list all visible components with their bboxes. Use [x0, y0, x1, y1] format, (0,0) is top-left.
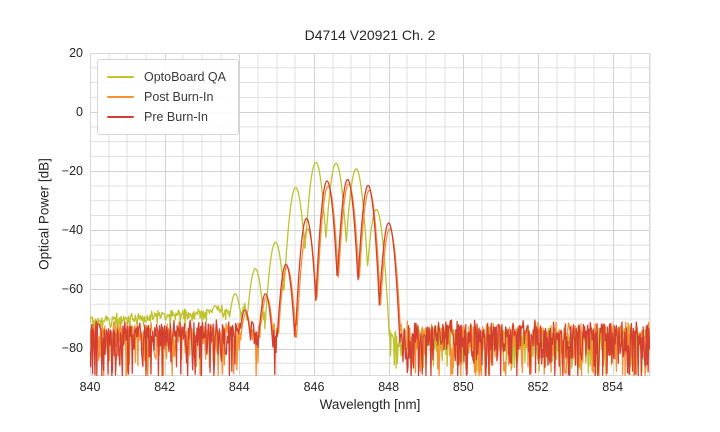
legend-item: Post Burn-In [107, 87, 226, 107]
x-axis-label: Wavelength [nm] [319, 397, 421, 412]
x-tick-label: 852 [527, 380, 549, 394]
y-tick-label: −20 [61, 163, 83, 178]
legend: OptoBoard QA Post Burn-In Pre Burn-In [97, 59, 239, 135]
y-tick-label: −60 [61, 281, 83, 296]
legend-line-swatch [107, 75, 134, 79]
x-tick-label: 844 [228, 380, 250, 394]
plot-border [90, 53, 650, 376]
y-tick-label: 20 [69, 45, 83, 60]
x-tick-label: 840 [79, 380, 101, 394]
x-tick-label: 846 [303, 380, 325, 394]
x-tick-label: 850 [452, 380, 474, 394]
series-line-pre-burn-in [90, 178, 650, 376]
y-tick-label: −80 [61, 341, 83, 356]
legend-item: Pre Burn-In [107, 107, 226, 127]
legend-line-swatch [107, 95, 134, 99]
x-tick-label: 848 [378, 380, 400, 394]
y-tick-label: −40 [61, 222, 83, 237]
x-tick-label: 842 [154, 380, 176, 394]
y-tick-label: 0 [76, 104, 83, 119]
legend-label: Post Burn-In [144, 90, 214, 104]
legend-label: OptoBoard QA [144, 70, 226, 84]
legend-label: Pre Burn-In [144, 110, 208, 124]
series-line-optoboard-qa [90, 161, 650, 375]
chart-title: D4714 V20921 Ch. 2 [304, 27, 436, 43]
legend-item: OptoBoard QA [107, 67, 226, 87]
legend-line-swatch [107, 115, 134, 119]
x-tick-label: 854 [602, 380, 624, 394]
